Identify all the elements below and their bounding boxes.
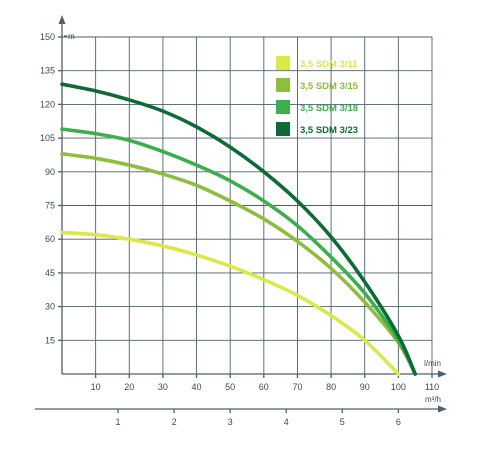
axes [35, 15, 447, 413]
y-tick-label: 120 [40, 99, 55, 109]
x-tick-label: 30 [158, 382, 168, 392]
y-tick-label: 135 [40, 66, 55, 76]
secondary-x-tick-label: 6 [396, 417, 401, 427]
x-tick-label: 40 [192, 382, 202, 392]
legend-swatch-2 [276, 78, 290, 92]
y-tick-label: 30 [45, 302, 55, 312]
legend-label-2: 3,5 SDM 3/15 [300, 81, 359, 92]
secondary-x-axis-unit: m³/h [425, 395, 441, 404]
y-tick-label: 105 [40, 133, 55, 143]
x-tick-label: 90 [360, 382, 370, 392]
y-tick-label: 45 [45, 268, 55, 278]
grid [62, 36, 433, 374]
y-tick-label: 15 [45, 335, 55, 345]
legend-swatch-4 [276, 122, 290, 136]
y-tick-label: 90 [45, 167, 55, 177]
series-line-4 [60, 82, 417, 376]
x-tick-label: 80 [326, 382, 336, 392]
secondary-x-tick-label: 2 [172, 417, 177, 427]
x-axis-arrow [438, 370, 447, 378]
secondary-x-axis-arrow [438, 405, 447, 413]
legend-label-4: 3,5 SDM 3/23 [300, 125, 358, 136]
series-line-3 [60, 127, 417, 376]
x-tick-label: 60 [259, 382, 269, 392]
y-axis-unit: m [68, 32, 75, 41]
y-tick-label: 75 [45, 201, 55, 211]
series-line-1 [60, 230, 401, 376]
secondary-x-tick-label: 4 [284, 417, 289, 427]
legend-label-3: 3,5 SDM 3/18 [300, 103, 358, 114]
secondary-x-tick-label: 5 [340, 417, 345, 427]
series-lines [60, 82, 417, 376]
x-tick-label: 100 [391, 382, 406, 392]
x-axis-unit: l/min [424, 359, 441, 368]
y-axis-arrow [58, 15, 66, 24]
legend-swatch-3 [276, 100, 290, 114]
x-tick-label: 10 [91, 382, 101, 392]
x-tick-label: 70 [292, 382, 302, 392]
x-tick-label: 20 [124, 382, 134, 392]
legend: 3,5 SDM 3/11 3,5 SDM 3/15 3,5 SDM 3/18 3,5 … [276, 56, 359, 136]
x-tick-label: 110 [425, 382, 439, 392]
secondary-x-tick-label: 1 [116, 417, 121, 427]
y-tick-label: 150 [40, 32, 55, 42]
y-tick-label: 60 [45, 234, 55, 244]
series-line-2 [60, 152, 417, 376]
legend-swatch-1 [276, 56, 290, 70]
legend-label-1: 3,5 SDM 3/11 [300, 59, 358, 70]
secondary-x-tick-label: 3 [228, 417, 233, 427]
x-tick-label: 50 [225, 382, 235, 392]
